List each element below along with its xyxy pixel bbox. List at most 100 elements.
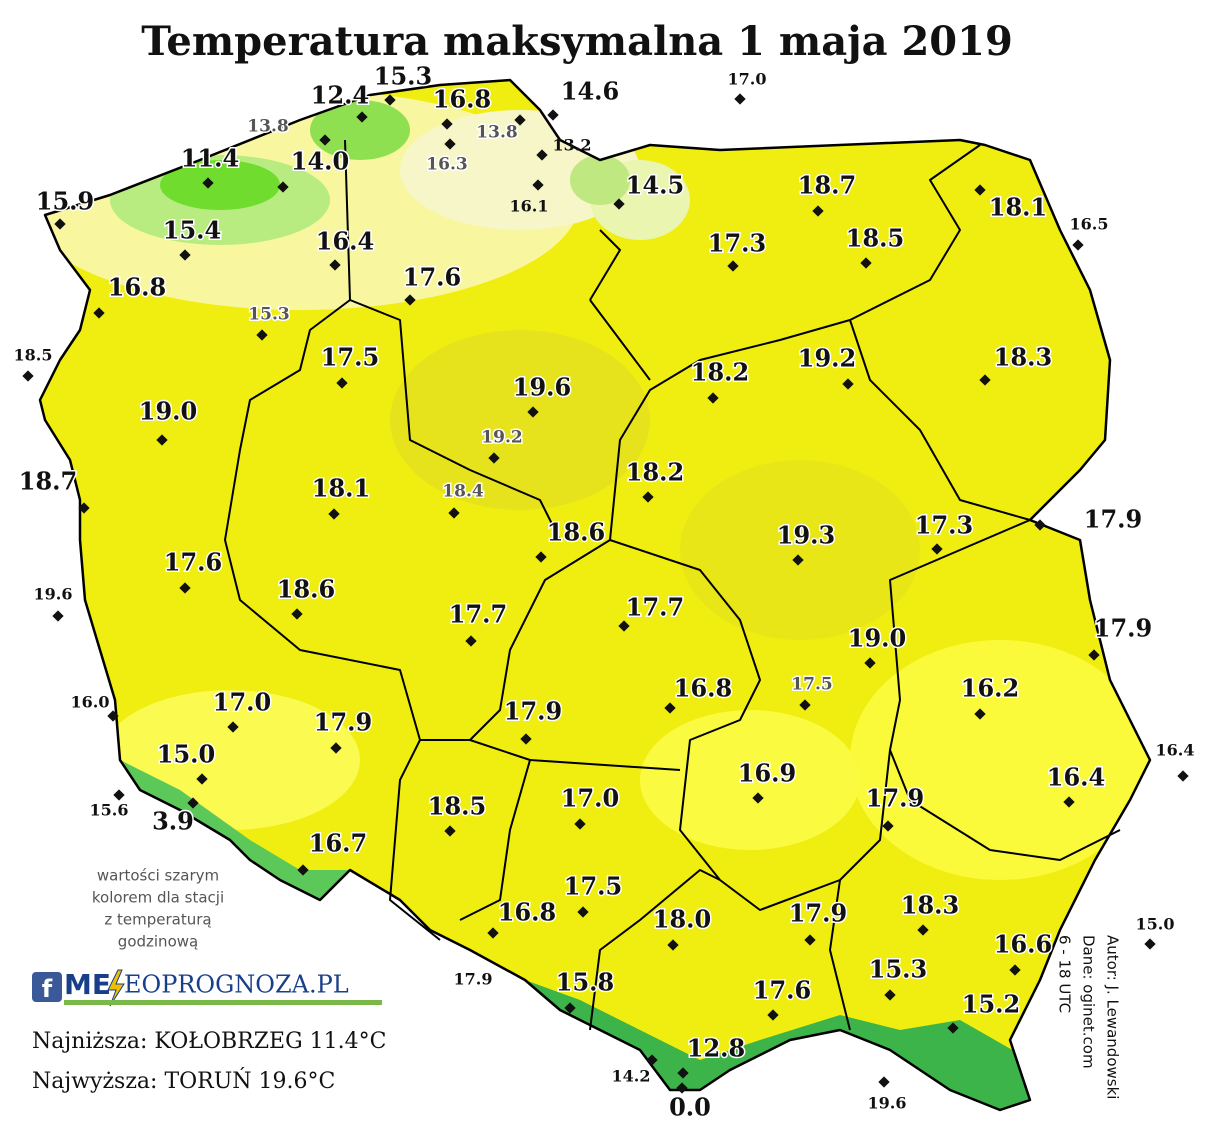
station-value: 18.7 xyxy=(798,171,856,200)
title: Temperatura maksymalna 1 maja 2019 xyxy=(141,18,1013,65)
station-value: 19.3 xyxy=(777,521,835,550)
credit-line: Autor: J. Lewandowski xyxy=(1104,935,1122,1099)
station-marker xyxy=(667,939,679,951)
station-marker xyxy=(179,249,191,261)
station-value: 17.9 xyxy=(314,708,372,737)
station-value: 16.2 xyxy=(961,674,1019,703)
station-value: 15.0 xyxy=(1136,915,1175,934)
station-value: 14.5 xyxy=(626,171,684,200)
station-value: 18.1 xyxy=(312,474,370,503)
station-marker xyxy=(448,507,460,519)
logo: f ME EOPROGNOZA.PL xyxy=(32,968,382,1007)
station-marker xyxy=(676,1082,688,1094)
station-marker xyxy=(947,1022,959,1034)
station-value: 19.0 xyxy=(139,397,197,426)
station-marker xyxy=(227,721,239,733)
station-value: 18.5 xyxy=(428,792,486,821)
station-value: 15.3 xyxy=(374,62,432,91)
note-line: wartości szarym xyxy=(97,867,219,885)
credits: Autor: J. Lewandowski Dane: oginet.com 6 -… xyxy=(1056,935,1122,1099)
station-value: 17.3 xyxy=(915,511,973,540)
station-marker xyxy=(196,773,208,785)
station-value: 16.4 xyxy=(1156,741,1195,760)
station-marker xyxy=(974,184,986,196)
station-marker xyxy=(727,260,739,272)
station-value: 17.6 xyxy=(164,548,222,577)
station-value: 19.6 xyxy=(868,1094,907,1113)
station-value: 16.9 xyxy=(738,759,796,788)
station-value: 17.7 xyxy=(449,600,507,629)
station-marker xyxy=(336,377,348,389)
station-value: 15.2 xyxy=(962,990,1020,1019)
station-value: 17.6 xyxy=(753,976,811,1005)
note-line: z temperaturą xyxy=(104,911,211,929)
highest: Najwyższa: TORUŃ 19.6°C xyxy=(32,1067,335,1094)
station-marker xyxy=(297,864,309,876)
station-value: 18.5 xyxy=(14,346,53,365)
station-value: 18.2 xyxy=(691,358,749,387)
station-marker xyxy=(878,1076,890,1088)
facebook-icon xyxy=(32,972,62,1002)
station-value: 13.2 xyxy=(553,136,592,155)
station-value: 15.3 xyxy=(869,955,927,984)
station-value: 17.9 xyxy=(454,970,493,989)
station-marker xyxy=(1009,964,1021,976)
station-value: 18.3 xyxy=(901,891,959,920)
station-value: 15.0 xyxy=(157,740,215,769)
station-value: 16.8 xyxy=(498,898,556,927)
station-value: 14.0 xyxy=(291,147,349,176)
station-value: 18.5 xyxy=(846,224,904,253)
station-value: 18.6 xyxy=(547,518,605,547)
station-value: 16.7 xyxy=(309,829,367,858)
station-marker xyxy=(931,543,943,555)
station-marker xyxy=(1088,649,1100,661)
station-marker xyxy=(864,657,876,669)
station-value: 12.4 xyxy=(311,81,369,110)
station-marker xyxy=(187,797,199,809)
station-marker xyxy=(465,635,477,647)
station-value: 19.6 xyxy=(34,585,73,604)
station-value: 0.0 xyxy=(669,1093,711,1122)
station-marker xyxy=(527,406,539,418)
station-marker xyxy=(291,608,303,620)
station-marker xyxy=(319,134,331,146)
station-marker xyxy=(404,294,416,306)
station-value: 14.2 xyxy=(612,1067,651,1086)
station-marker xyxy=(156,434,168,446)
station-marker xyxy=(256,329,268,341)
station-value: 17.9 xyxy=(1094,614,1152,643)
station-value: 18.1 xyxy=(989,193,1047,222)
station-value: 16.8 xyxy=(108,273,166,302)
station-value: 17.7 xyxy=(626,593,684,622)
station-value: 19.0 xyxy=(848,624,906,653)
station-marker xyxy=(812,205,824,217)
station-marker xyxy=(330,742,342,754)
station-value: 18.6 xyxy=(277,575,335,604)
station-value: 17.9 xyxy=(789,899,847,928)
note-line: godzinową xyxy=(118,933,198,951)
station-marker xyxy=(179,582,191,594)
station-value: 19.2 xyxy=(798,344,856,373)
station-value: 17.9 xyxy=(1084,505,1142,534)
station-marker xyxy=(444,138,456,150)
station-value: 17.0 xyxy=(561,784,619,813)
station-marker xyxy=(328,508,340,520)
note: wartości szarym kolorem dla stacji z tempe… xyxy=(92,867,224,951)
station-value: 16.0 xyxy=(71,693,110,712)
station-value: 13.8 xyxy=(476,123,517,143)
station-value: 16.4 xyxy=(316,227,374,256)
region-borders xyxy=(224,139,1121,1031)
station-value: 16.6 xyxy=(994,930,1052,959)
station-marker xyxy=(532,179,544,191)
station-value: 19.6 xyxy=(513,373,571,402)
note-line: kolorem dla stacji xyxy=(92,889,224,907)
station-value: 18.3 xyxy=(994,343,1052,372)
station-value: 16.8 xyxy=(674,674,732,703)
station-value: 17.0 xyxy=(213,688,271,717)
station-marker xyxy=(799,699,811,711)
station-marker xyxy=(1177,770,1189,782)
station-marker xyxy=(884,989,896,1001)
station-value: 15.8 xyxy=(556,968,614,997)
